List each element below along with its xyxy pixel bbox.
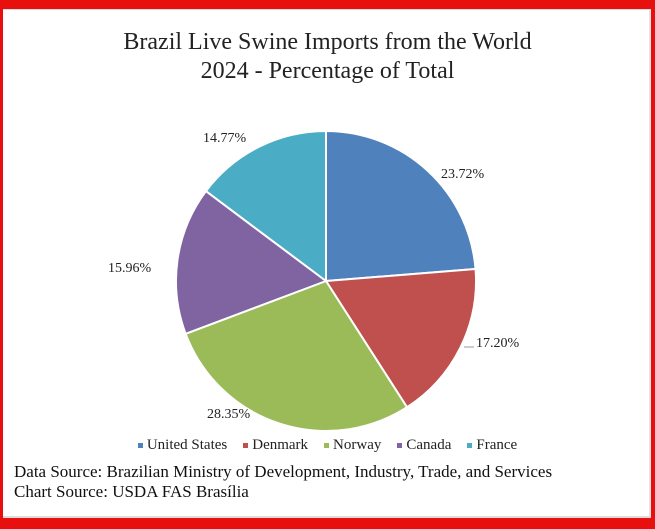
chart-title: Brazil Live Swine Imports from the World bbox=[123, 29, 532, 55]
legend-label: Canada bbox=[406, 437, 452, 453]
legend-swatch bbox=[324, 443, 330, 448]
pie-slice-norway bbox=[184, 279, 409, 432]
legend-label: Denmark bbox=[252, 437, 309, 453]
legend: United States Denmark Norway Canada Fran… bbox=[0, 437, 655, 454]
pie-labels: 23.72% 17.20% 28.35% 15.96% 14.77% bbox=[108, 131, 520, 422]
legend-item-france: France bbox=[467, 437, 517, 454]
chart-source-note: Chart Source: USDA FAS Brasília bbox=[14, 482, 249, 501]
chart-footer: Data Source: Brazilian Ministry of Devel… bbox=[14, 462, 552, 502]
pie-slice-canada bbox=[175, 189, 329, 336]
pie-slice-denmark bbox=[324, 267, 477, 409]
legend-swatch bbox=[467, 443, 473, 448]
pie-slice-united-states bbox=[325, 129, 477, 283]
pie-slices bbox=[175, 129, 477, 432]
data-label-denmark: 17.20% bbox=[476, 336, 520, 351]
legend-item-canada: Canada bbox=[397, 437, 451, 454]
data-source-note: Data Source: Brazilian Ministry of Devel… bbox=[14, 462, 553, 481]
data-label-france: 14.77% bbox=[203, 131, 247, 146]
legend-item-united-states: United States bbox=[137, 437, 228, 454]
chart-subtitle: 2024 - Percentage of Total bbox=[200, 58, 455, 84]
legend-label: United States bbox=[146, 437, 228, 453]
pie-slice-france bbox=[204, 129, 327, 283]
legend-swatch bbox=[137, 443, 143, 448]
legend-item-denmark: Denmark bbox=[243, 437, 308, 454]
chart-title-block: Brazil Live Swine Imports from the World… bbox=[0, 28, 655, 86]
legend-swatch bbox=[243, 443, 249, 448]
legend-item-norway: Norway bbox=[324, 437, 381, 454]
legend-label: Norway bbox=[333, 437, 382, 453]
legend-label: France bbox=[476, 437, 518, 453]
data-label-united-states: 23.72% bbox=[441, 167, 485, 182]
legend-swatch bbox=[397, 443, 403, 448]
data-label-norway: 28.35% bbox=[207, 407, 251, 422]
window-top-border bbox=[0, 0, 655, 9]
data-label-canada: 15.96% bbox=[108, 261, 152, 276]
